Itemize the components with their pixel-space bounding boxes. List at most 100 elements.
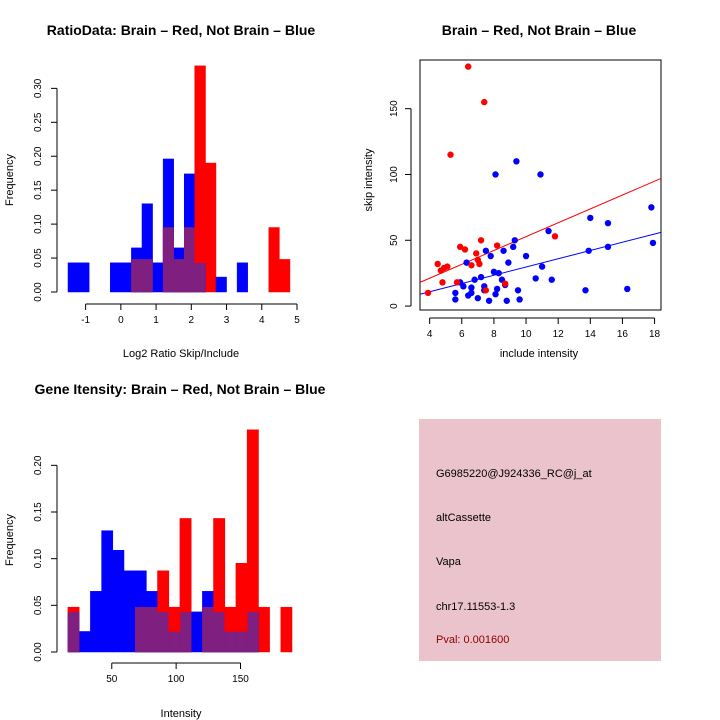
scatter-y-tick-label: 100 (389, 166, 400, 183)
red-point (482, 287, 490, 294)
ratio-blue-bar (110, 262, 122, 293)
intensity-overlap-bar (146, 606, 158, 653)
blue-point (463, 259, 470, 266)
blue-point (468, 284, 475, 291)
blue-point (604, 219, 612, 227)
intensity-red-bar (258, 606, 270, 653)
blue-point (460, 283, 467, 290)
red-point (501, 280, 509, 287)
blue-point (537, 171, 544, 178)
blue-point (492, 291, 499, 298)
intensity-blue-bar (112, 550, 125, 653)
intensity-blue-bar (90, 591, 102, 653)
blue-point (511, 237, 518, 244)
gene-name: Vapa (436, 556, 462, 568)
intensity-overlap-bar (213, 611, 226, 653)
intensity-red-bar (168, 606, 181, 632)
intensity-red-bar (246, 429, 259, 613)
intensity-overlap-bar (246, 611, 259, 653)
red-point (481, 98, 488, 106)
blue-point (503, 297, 510, 304)
red-fit-line (419, 177, 662, 283)
ratio-red-bar (205, 162, 217, 293)
red-point (468, 262, 475, 269)
ratio-blue-bar (236, 262, 248, 293)
intensity-overlap-bar (168, 631, 181, 653)
red-point (434, 260, 441, 268)
ratio-y-tick-label: 0.20 (33, 146, 44, 166)
blue-point (587, 214, 594, 222)
blue-point (604, 243, 612, 251)
blue-point (474, 294, 482, 302)
red-point (493, 242, 501, 249)
blue-point (624, 285, 631, 293)
intensity-histogram-bars (67, 429, 293, 653)
blue-point (649, 239, 657, 247)
intensity-y-tick-label: 0.15 (33, 502, 44, 522)
intensity-y-tick-label: 0.05 (33, 595, 44, 615)
red-point (465, 63, 472, 70)
blue-point (495, 269, 502, 277)
ratio-y-tick-label: 0.25 (33, 112, 44, 132)
ratio-red-bar (279, 259, 291, 293)
ratio-y-tick-label: 0.10 (33, 214, 44, 234)
intensity-red-bar (213, 518, 226, 613)
intensity-blue-bar (190, 611, 203, 653)
blue-point (477, 273, 485, 281)
blue-point (482, 247, 490, 254)
intensity-x-tick-label: 150 (232, 674, 249, 685)
intensity-scatter: Brain – Red, Not Brain – Blue include in… (363, 22, 662, 360)
info-panel: G6985220@J924336_RC@j_at altCassette Vap… (419, 419, 661, 661)
ratio-overlap-bar (141, 259, 153, 293)
intensity-red-bar (235, 563, 248, 632)
intensity-histogram-xlabel: Intensity (161, 708, 202, 720)
ratio-x-tick-label: 2 (189, 315, 195, 326)
scatter-x-tick-label: 12 (553, 329, 565, 340)
event-type: altCassette (436, 512, 491, 524)
scatter-x-tick-label: 16 (617, 329, 629, 340)
scatter-y-tick-label: 50 (389, 234, 400, 246)
red-point (456, 243, 464, 251)
blue-point (513, 158, 520, 165)
ratio-histogram-bars (67, 65, 291, 293)
ratio-x-tick-label: -1 (81, 315, 90, 326)
ratio-blue-bar (215, 276, 227, 293)
ratio-blue-bar (67, 262, 79, 293)
red-point (424, 289, 432, 297)
ratio-y-tick-label: 0.30 (33, 78, 44, 98)
intensity-blue-bar (101, 530, 114, 653)
ratio-y-tick-label: 0.00 (33, 282, 44, 302)
intensity-blue-bar (123, 570, 136, 653)
intensity-histogram: Gene Itensity: Brain – Red, Not Brain – … (4, 381, 326, 720)
ratio-histogram-ylabel: Frequency (4, 154, 16, 206)
ratio-x-tick-label: 5 (294, 315, 300, 326)
red-point (461, 246, 469, 253)
scatter-title: Brain – Red, Not Brain – Blue (442, 22, 637, 38)
ratio-histogram-xlabel: Log2 Ratio Skip/Include (123, 348, 239, 360)
ratio-histogram-title: RatioData: Brain – Red, Not Brain – Blue (47, 22, 316, 38)
scatter-y-tick-label: 0 (389, 303, 400, 309)
intensity-overlap-bar (235, 631, 248, 653)
ratio-blue-bar (152, 262, 164, 293)
blue-point (485, 297, 493, 304)
blue-point (548, 276, 555, 283)
intensity-red-bar (179, 518, 192, 613)
probe-id: G6985220@J924336_RC@j_at (436, 468, 592, 480)
intensity-red-bar (280, 606, 293, 653)
intensity-overlap-bar (224, 631, 237, 653)
blue-point (492, 171, 499, 178)
scatter-y-tick-label: 150 (389, 100, 400, 117)
intensity-y-tick-label: 0.00 (33, 642, 44, 662)
blue-point (468, 289, 475, 297)
intensity-red-bar (67, 606, 80, 613)
scatter-points (424, 63, 657, 304)
blue-point (490, 268, 498, 276)
blue-point (582, 287, 589, 294)
scatter-x-tick-label: 4 (427, 329, 433, 340)
intensity-y-tick-label: 0.10 (33, 548, 44, 568)
red-point (444, 263, 451, 270)
blue-point (487, 252, 494, 260)
intensity-blue-bar (78, 631, 91, 653)
ratio-blue-bar (120, 262, 132, 293)
